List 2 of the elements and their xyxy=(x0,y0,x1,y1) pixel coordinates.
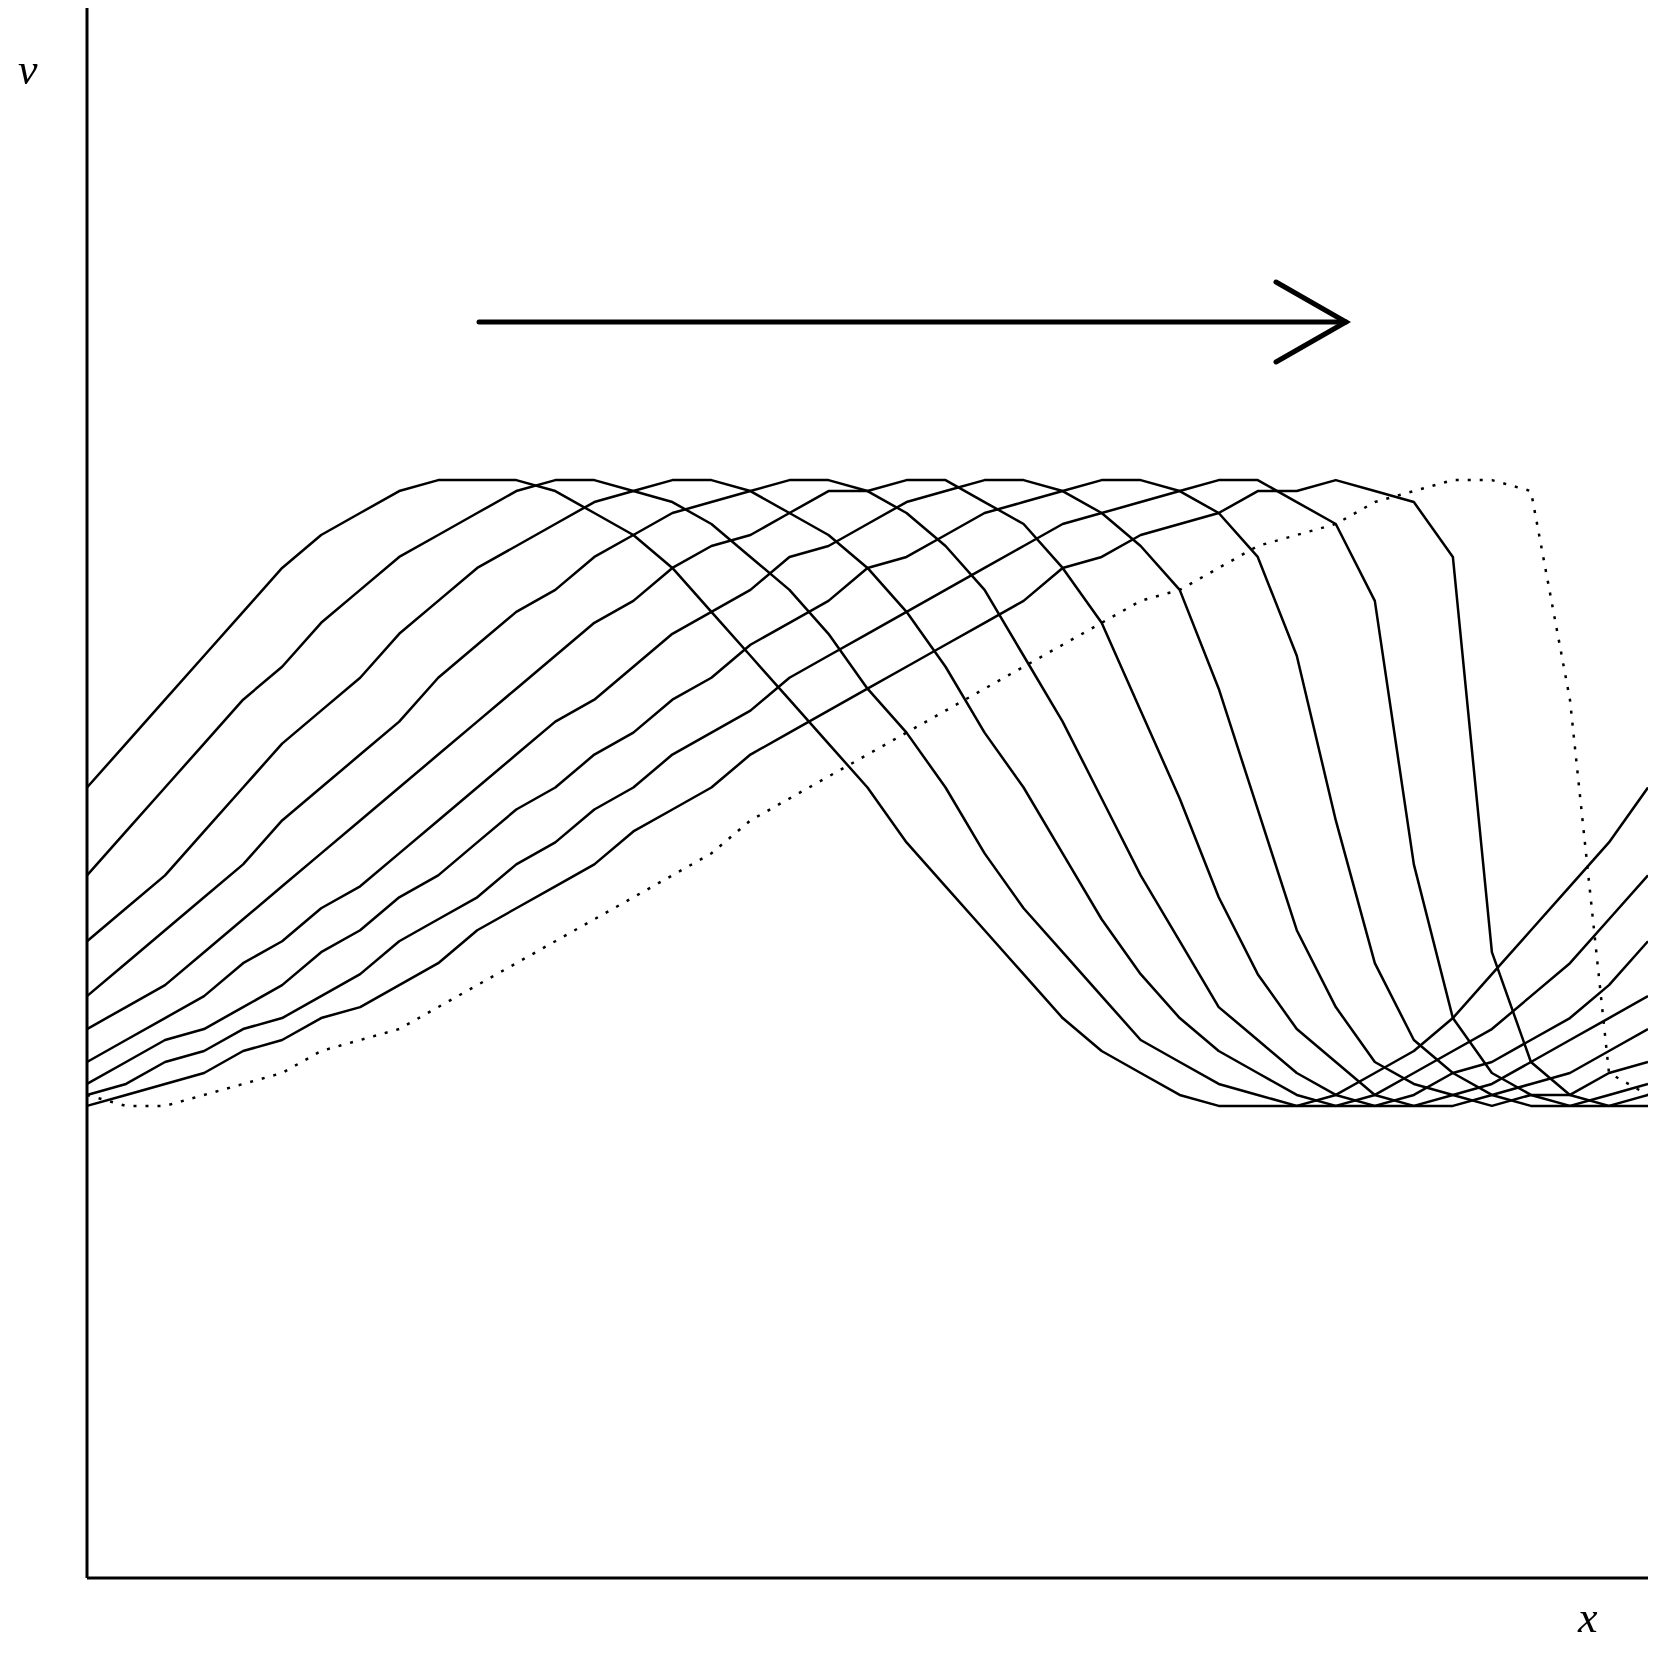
text: v xyxy=(18,45,38,94)
x-axis-title: x xyxy=(1578,1593,1598,1642)
